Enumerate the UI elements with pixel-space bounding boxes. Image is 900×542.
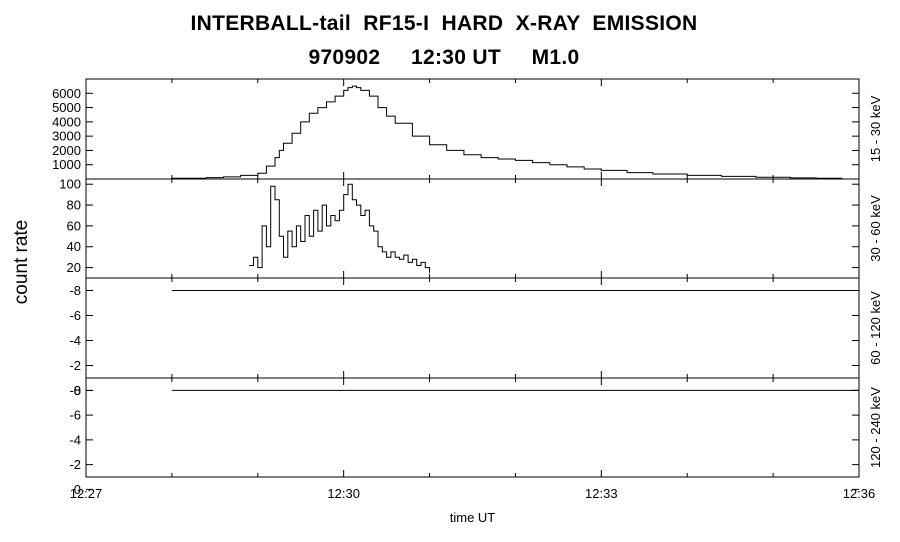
channel-label: 30 - 60 keV [868, 195, 883, 262]
panel-frame [85, 277, 860, 379]
panel-frame [85, 377, 860, 478]
y-tick-label: -4 [69, 333, 81, 348]
y-tick-label: -2 [69, 457, 81, 472]
chart-subtitle: 970902 12:30 UT M1.0 [308, 46, 580, 69]
y-tick-label: 0 [74, 383, 81, 398]
x-tick-label: 12:27 [70, 486, 103, 501]
y-tick-label: -8 [69, 383, 81, 398]
y-tick-label: 1000 [52, 157, 81, 172]
y-tick-label: -6 [69, 308, 81, 323]
panel-frame [85, 178, 860, 279]
x-axis-label: time UT [450, 510, 496, 525]
channel-label: 15 - 30 keV [868, 95, 883, 162]
channel-label: 120 - 240 keV [868, 387, 883, 468]
y-tick-label: 3000 [52, 129, 81, 144]
y-tick-label: 6000 [52, 86, 81, 101]
channel-label: 60 - 120 keV [868, 291, 883, 365]
y-tick-label: 40 [67, 239, 81, 254]
y-tick-label: 60 [67, 218, 81, 233]
y-tick-label: 80 [67, 198, 81, 213]
y-tick-label: 2000 [52, 143, 81, 158]
y-tick-label: 5000 [52, 100, 81, 115]
y-tick-label: -8 [69, 283, 81, 298]
panel-frame [85, 78, 860, 180]
series-line [154, 85, 843, 180]
y-axis-label: count rate [11, 220, 32, 305]
y-tick-label: 100 [59, 177, 81, 192]
y-tick-label: -4 [69, 432, 81, 447]
y-tick-label: -6 [69, 408, 81, 423]
chart-title: INTERBALL-tail RF15-I HARD X-RAY EMISSIO… [190, 12, 698, 35]
x-tick-label: 12:33 [585, 486, 618, 501]
x-tick-label: 12:30 [327, 486, 360, 501]
x-tick-label: 12:36 [843, 486, 876, 501]
y-tick-label: -2 [69, 358, 81, 373]
y-tick-label: 0 [74, 482, 81, 497]
series-line [249, 183, 431, 273]
y-tick-label: 4000 [52, 114, 81, 129]
y-tick-label: 20 [67, 260, 81, 275]
